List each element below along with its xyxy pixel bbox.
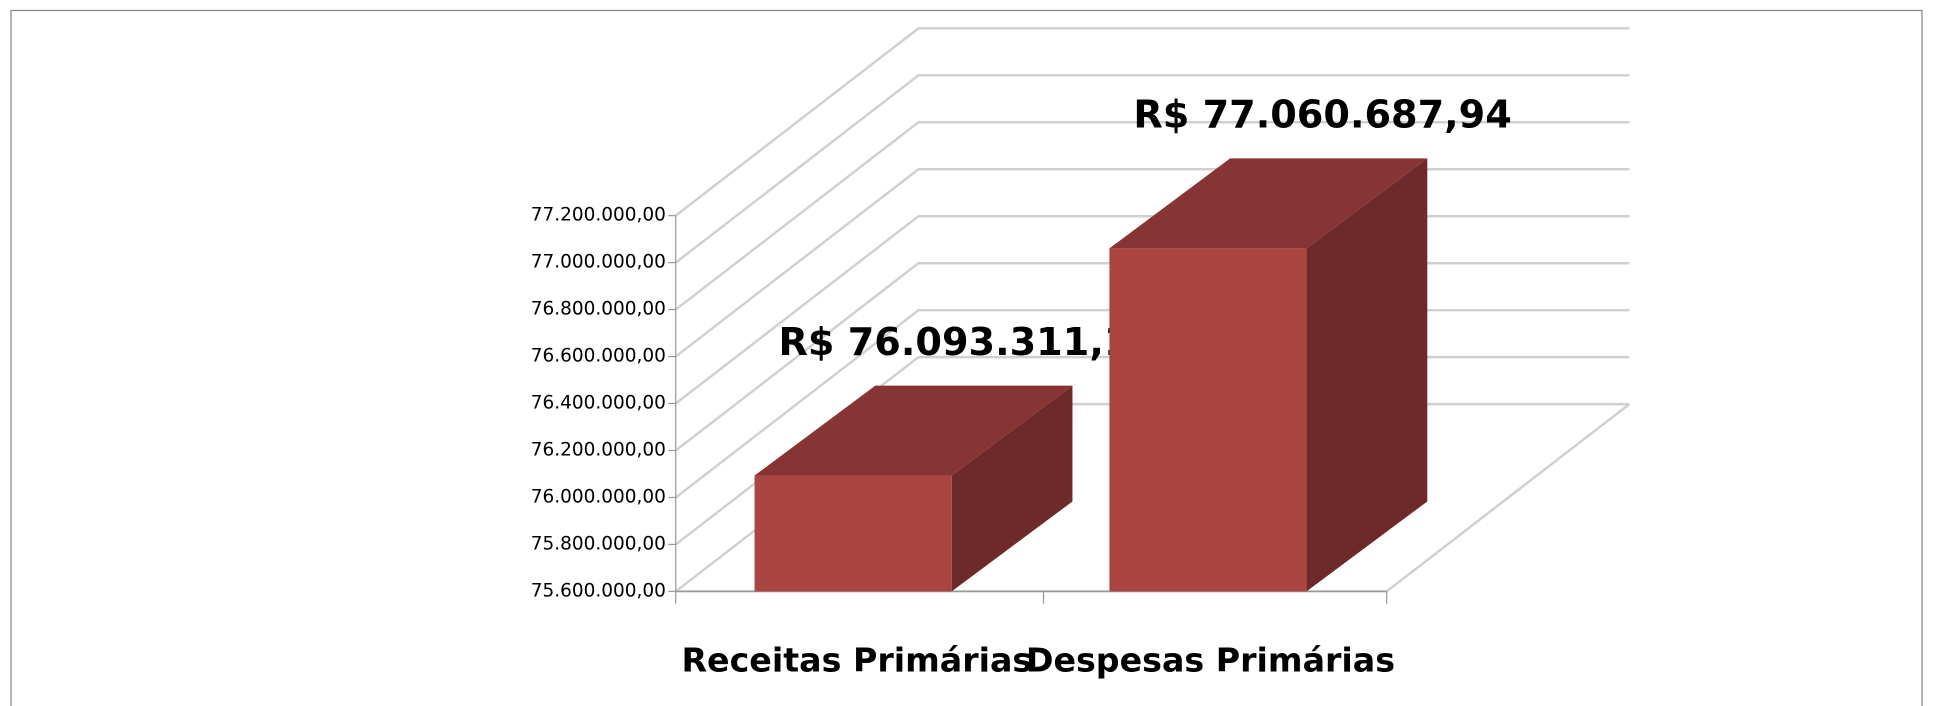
y-tick-label: 76.200.000,00	[531, 439, 666, 460]
y-tick-label: 77.000.000,00	[531, 252, 666, 273]
x-tick-label: Despesas Primárias	[1026, 641, 1395, 680]
bar	[1109, 248, 1307, 592]
bar-side	[1306, 158, 1428, 592]
value-label: R$ 76.093.311,13	[778, 321, 1157, 365]
value-label: R$ 77.060.687,94	[1133, 94, 1512, 138]
y-tick-label: 76.600.000,00	[531, 346, 666, 367]
x-tick-label: Receitas Primárias	[681, 641, 1032, 680]
y-tick-label: 75.600.000,00	[531, 580, 666, 601]
y-tick-label: 77.200.000,00	[531, 205, 666, 226]
y-tick-label: 75.800.000,00	[531, 533, 666, 554]
bar	[754, 475, 952, 592]
bar-top	[1109, 158, 1428, 249]
grid-line	[674, 121, 1630, 311]
grid-line	[674, 74, 1630, 264]
bar-side	[951, 385, 1073, 592]
y-tick-label: 76.800.000,00	[531, 299, 666, 320]
y-tick-label: 76.400.000,00	[531, 393, 666, 414]
grid-line	[674, 27, 1630, 217]
y-tick-label: 76.000.000,00	[531, 486, 666, 507]
bar-top	[754, 385, 1073, 476]
